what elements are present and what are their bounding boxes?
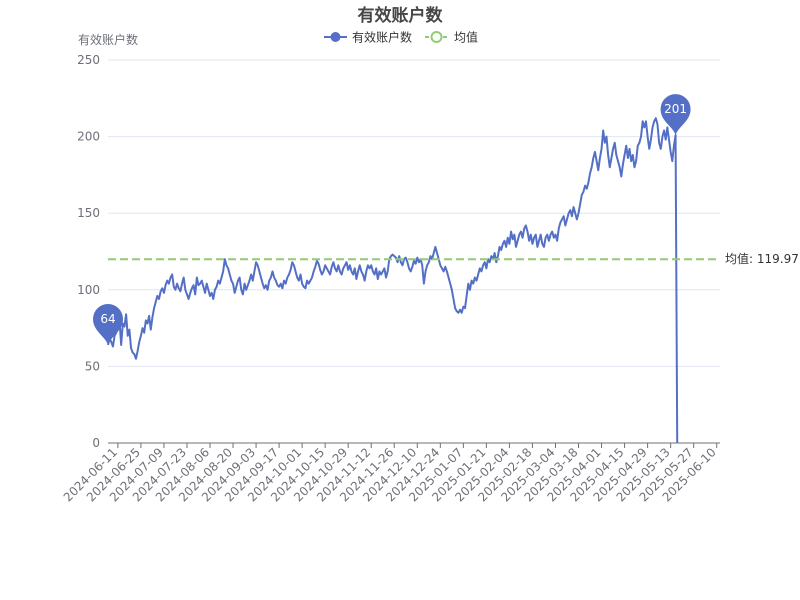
max-min-pin[interactable]: 201 (660, 94, 691, 136)
y-tick-label: 250 (77, 53, 100, 67)
series-layer (107, 117, 679, 444)
grid-lines (108, 59, 720, 367)
y-tick-label: 50 (85, 359, 100, 373)
pin-shape (93, 303, 123, 345)
y-tick-label: 0 (92, 436, 100, 450)
pin-label: 201 (664, 102, 687, 116)
mean-layer: 均值: 119.97 (108, 251, 799, 266)
mean-label: 均值: 119.97 (725, 251, 799, 266)
pin-label: 64 (100, 312, 115, 326)
legend-item-accounts[interactable]: 有效账户数 (324, 30, 412, 45)
legend-item-mean[interactable]: 均值 (425, 30, 478, 45)
legend: 有效账户数 均值 (324, 30, 478, 45)
y-tick-label: 150 (77, 206, 100, 220)
y-tick-label: 200 (77, 130, 100, 144)
x-axis: 2024-06-112024-06-252024-07-092024-07-23… (61, 442, 720, 504)
legend-label-accounts: 有效账户数 (352, 30, 412, 45)
pin-shape (660, 94, 691, 136)
y-axis: 0 50 100 150 200 250 (77, 53, 100, 450)
y-tick-label: 100 (77, 283, 100, 297)
chart-title: 有效账户数 (358, 5, 444, 26)
max-min-pin[interactable]: 64 (93, 303, 123, 345)
series-line-accounts[interactable] (107, 117, 679, 444)
legend-dot-mean (430, 31, 443, 43)
marker-layer: 64 201 (93, 94, 691, 345)
legend-dot-accounts (330, 32, 341, 42)
y-axis-title: 有效账户数 (78, 32, 138, 47)
legend-label-mean: 均值 (454, 30, 478, 45)
